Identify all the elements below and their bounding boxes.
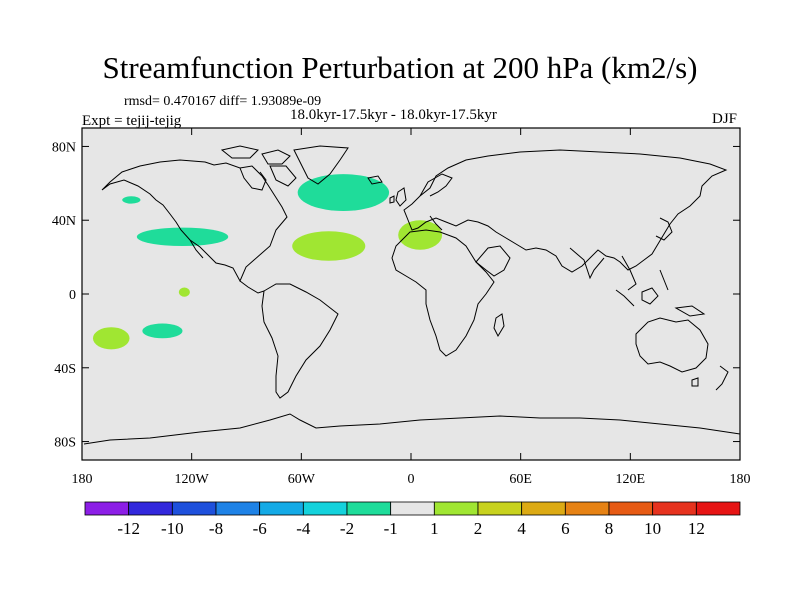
colorbar-box — [477, 501, 523, 516]
colorbar-box — [128, 501, 173, 516]
coast-antarctica — [83, 413, 741, 445]
y-tick-label: 80N — [52, 140, 76, 155]
x-tick-label: 120E — [616, 472, 646, 487]
colorbar-label: 10 — [644, 519, 661, 538]
colorbar-boxes — [84, 501, 741, 516]
coast-sumatra — [615, 289, 635, 307]
colorbar-label: -10 — [161, 519, 184, 538]
colorbar-box — [608, 501, 654, 516]
x-tick-label: 180 — [730, 472, 751, 487]
colorbar-label: 1 — [430, 519, 439, 538]
experiment-label: Expt = tejij-tejig — [82, 113, 182, 129]
coast-baja — [189, 239, 204, 259]
y-tick-label: 40S — [54, 362, 76, 377]
anomaly-region-5 — [292, 231, 366, 261]
coast-africa — [391, 229, 495, 357]
coast-arabia — [475, 245, 511, 277]
colorbar-box — [521, 501, 566, 516]
coast-madagascar — [493, 313, 505, 338]
anomaly-region-1 — [136, 227, 229, 247]
coast-south-america — [261, 283, 339, 399]
coast-arctic-islands-1 — [220, 145, 259, 159]
axis-ticks: 180 120W 60W 0 60E 120E 180 80N 40N 0 40S 80S — [52, 128, 751, 487]
coast-eurasia — [403, 149, 728, 273]
coast-scandinavia — [419, 173, 453, 197]
y-tick-label: 0 — [69, 288, 76, 303]
chart-title: Streamfunction Perturbation at 200 hPa (… — [102, 50, 698, 85]
coast-new-guinea — [674, 305, 706, 317]
y-tick-label: 40N — [52, 214, 76, 229]
plot-background — [82, 128, 740, 460]
coast-australia — [635, 317, 709, 373]
colorbar-box — [433, 501, 479, 516]
anomaly-region-4 — [142, 323, 183, 339]
season-label: DJF — [712, 111, 738, 127]
x-tick-label: 0 — [408, 472, 415, 487]
colorbar-box — [259, 501, 304, 516]
colorbar-box — [564, 501, 610, 516]
plot-area — [82, 128, 740, 460]
coastlines — [83, 145, 741, 445]
coast-north-america — [101, 159, 288, 283]
colorbar-label: -4 — [296, 519, 311, 538]
coast-central-america — [239, 280, 265, 294]
coast-baffin — [269, 165, 297, 187]
colorbar-label: 6 — [561, 519, 570, 538]
coast-indian-subcontinent — [569, 247, 605, 280]
colorbar-label: -6 — [253, 519, 267, 538]
anomaly-region-3 — [297, 174, 390, 211]
x-tick-label: 60E — [509, 472, 532, 487]
colorbar-label: -12 — [117, 519, 140, 538]
coast-new-zealand — [715, 365, 729, 391]
colorbar-box — [695, 501, 741, 516]
colorbar-labels: -12 -10 -8 -6 -4 -2 -1 1 2 4 6 8 10 12 — [117, 519, 705, 538]
coast-uk — [395, 187, 407, 207]
coast-philippines — [659, 269, 669, 291]
x-tick-label: 120W — [175, 472, 210, 487]
colorbar-box — [171, 501, 217, 516]
period-label: 18.0kyr-17.5kyr - 18.0kyr-17.5kyr — [290, 107, 497, 123]
x-tick-label: 180 — [72, 472, 93, 487]
coast-ireland — [389, 195, 395, 204]
coast-greenland — [293, 145, 349, 185]
colorbar-box — [84, 501, 130, 516]
anomaly-layer — [92, 174, 443, 350]
coast-iceland — [367, 175, 383, 185]
stats-text: rmsd= 0.470167 diff= 1.93089e-09 — [124, 94, 322, 109]
x-tick-label: 60W — [288, 472, 316, 487]
colorbar-label: 4 — [517, 519, 526, 538]
colorbar-label: -1 — [384, 519, 398, 538]
coast-tasmania — [691, 377, 699, 387]
colorbar-label: 12 — [688, 519, 705, 538]
coast-italy — [429, 215, 443, 231]
colorbar-box — [652, 501, 697, 516]
coast-japan — [655, 217, 673, 241]
coast-arctic-islands-2 — [261, 149, 291, 165]
y-tick-label: 80S — [54, 436, 76, 451]
colorbar-box — [302, 501, 348, 516]
colorbar-box — [215, 501, 261, 516]
colorbar-label: 8 — [605, 519, 614, 538]
anomaly-region-6 — [398, 220, 443, 250]
coast-borneo — [641, 287, 659, 305]
anomaly-region-8 — [178, 287, 190, 297]
colorbar-box — [346, 501, 392, 516]
colorbar-label: -8 — [209, 519, 223, 538]
colorbar-label: -2 — [340, 519, 354, 538]
coast-hudson-bay — [239, 167, 267, 191]
colorbar-box — [390, 501, 435, 516]
anomaly-region-2 — [122, 196, 141, 204]
coast-indochina — [621, 255, 637, 291]
colorbar-label: 2 — [474, 519, 483, 538]
anomaly-region-7 — [92, 327, 130, 350]
